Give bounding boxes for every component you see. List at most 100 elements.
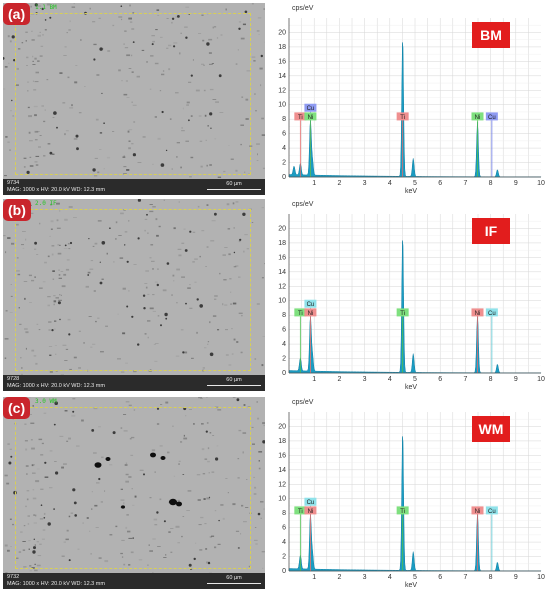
sem-grain [129,21,133,23]
sem-grain [98,17,101,19]
sem-grain [4,338,9,340]
sem-grain [258,34,260,35]
sem-grain [222,254,226,256]
sem-grain [222,517,225,520]
element-marker-label: Cu [307,106,315,112]
scale-bar [207,189,261,190]
scale-bar [207,385,261,386]
x-tick-label: 10 [537,376,545,383]
sem-pore [76,147,79,151]
element-marker-label: Cu [488,311,496,317]
sem-pore [165,317,168,320]
sem-grain [261,364,264,367]
sem-pore [208,496,211,498]
sem-grain [152,163,154,165]
x-tick-label: 6 [438,574,442,581]
sem-grain [123,430,128,432]
sem-grain [30,14,35,15]
sem-pore [262,440,265,444]
sem-grain [147,320,151,322]
sem-grain [120,488,123,490]
sem-grain [242,451,244,454]
element-marker-box [304,308,317,317]
sem-grain [123,502,125,505]
sem-grain [240,533,242,535]
sem-grain [78,367,81,369]
sem-grain [64,218,68,221]
sem-grain [180,441,183,443]
sem-grain [195,542,197,544]
sem-meta: MAG: 1000 x HV: 20.0 kV WD: 12.3 mm [7,187,105,193]
sem-grain [257,153,258,156]
sem-grain [183,437,188,440]
sem-grain [235,63,238,65]
sem-grain [141,49,145,51]
sem-grain [120,212,124,215]
sem-pore [88,238,90,240]
sem-grain [245,118,249,120]
sem-grain [129,438,132,440]
sem-grain [52,270,55,272]
sem-grain [171,168,173,170]
sem-grain [75,65,78,66]
sem-grain [240,124,244,126]
sem-grain [217,543,221,545]
sem-grain [246,70,251,72]
sem-pore [11,35,15,39]
sem-grain [8,62,10,65]
sem-grain [230,158,234,160]
sem-grain [20,373,23,375]
analysis-area-frame [15,407,251,569]
sem-grain [206,164,208,167]
sem-grain [206,397,208,398]
sem-grain [243,521,247,523]
sem-grain [42,529,46,531]
sem-grain [127,530,131,533]
sem-grain [230,303,233,305]
sem-data-bar: 9732 MAG: 1000 x HV: 20.0 kV WD: 12.3 mm… [3,573,265,589]
element-marker-box [294,506,307,515]
sem-grain [66,32,68,34]
sem-grain [65,268,70,271]
y-tick-label: 6 [282,525,286,532]
sem-grain [152,294,155,296]
sem-grain [166,47,169,49]
sem-pore [207,561,211,565]
sem-grain [128,68,132,69]
sem-grain [35,164,39,166]
sem-grain [50,203,53,206]
sem-grain [123,166,127,168]
sem-grain [89,530,91,532]
sem-image-code: 9732 [7,574,20,580]
sem-grain [262,336,265,337]
x-tick-label: 5 [413,574,417,581]
sem-pore [68,333,71,336]
sem-pore [99,281,103,285]
scale-bar-label: 60 µm [226,575,242,581]
sem-grain [131,143,134,145]
sem-grain [44,261,47,264]
sem-grain [168,44,172,47]
sem-grain [39,135,42,136]
sem-grain [205,139,207,141]
sem-grain [34,276,36,278]
sem-grain [147,564,149,566]
sem-grain [214,26,217,28]
sem-pore [218,519,220,522]
sem-grain [153,518,158,521]
sem-grain [241,96,244,98]
element-marker-box [304,497,317,506]
sem-grain [244,171,246,174]
sem-pore [34,563,36,565]
sem-grain [131,71,134,73]
sem-grain [181,535,183,538]
sem-grain [195,89,200,92]
sem-grain [124,30,127,32]
sem-grain [207,460,210,463]
sem-grain [253,476,255,478]
sem-grain [233,266,237,268]
sem-grain [151,35,155,37]
sem-pore [75,134,79,138]
sem-grain [58,299,62,301]
sem-grain [225,354,229,356]
